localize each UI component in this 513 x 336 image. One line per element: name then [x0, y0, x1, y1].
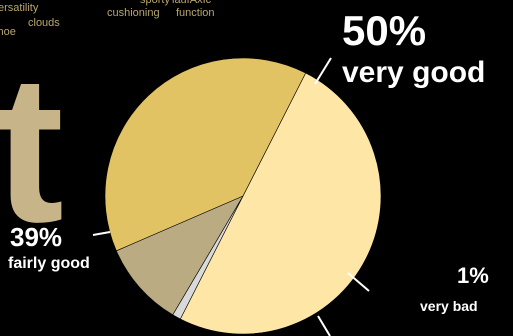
pct-label-very-good: 50%: [342, 7, 427, 54]
slice-label-fairly-good: fairly good: [8, 255, 90, 272]
leader-line-slice-3: [317, 315, 331, 336]
cloud-word: function: [176, 7, 215, 19]
cloud-word: clouds: [28, 17, 60, 29]
pie-slice-fairly-good: [104, 57, 307, 252]
leader-line-very-good: [314, 57, 332, 85]
cloud-word: laufAxIc: [172, 0, 212, 6]
pie-slices: [104, 57, 382, 335]
pie-slice-very-good: [179, 72, 382, 335]
pie-slice-unlabeled-2: [115, 195, 244, 316]
cloud-word: ersatility: [0, 2, 39, 14]
leader-line-very-bad: [347, 272, 370, 292]
cloud-word: cushioning: [107, 7, 160, 19]
slice-label-very-bad: very bad: [420, 298, 478, 314]
leader-line-fairly-good: [92, 231, 111, 236]
pct-label-fairly-good: 39%: [10, 222, 63, 252]
pct-label-very-bad: 1%: [457, 263, 489, 288]
cloud-big-letter: t: [0, 31, 64, 266]
leader-lines: [92, 57, 370, 336]
cloud-word: sporty: [140, 0, 170, 6]
slice-label-very-good: very good: [342, 56, 486, 89]
